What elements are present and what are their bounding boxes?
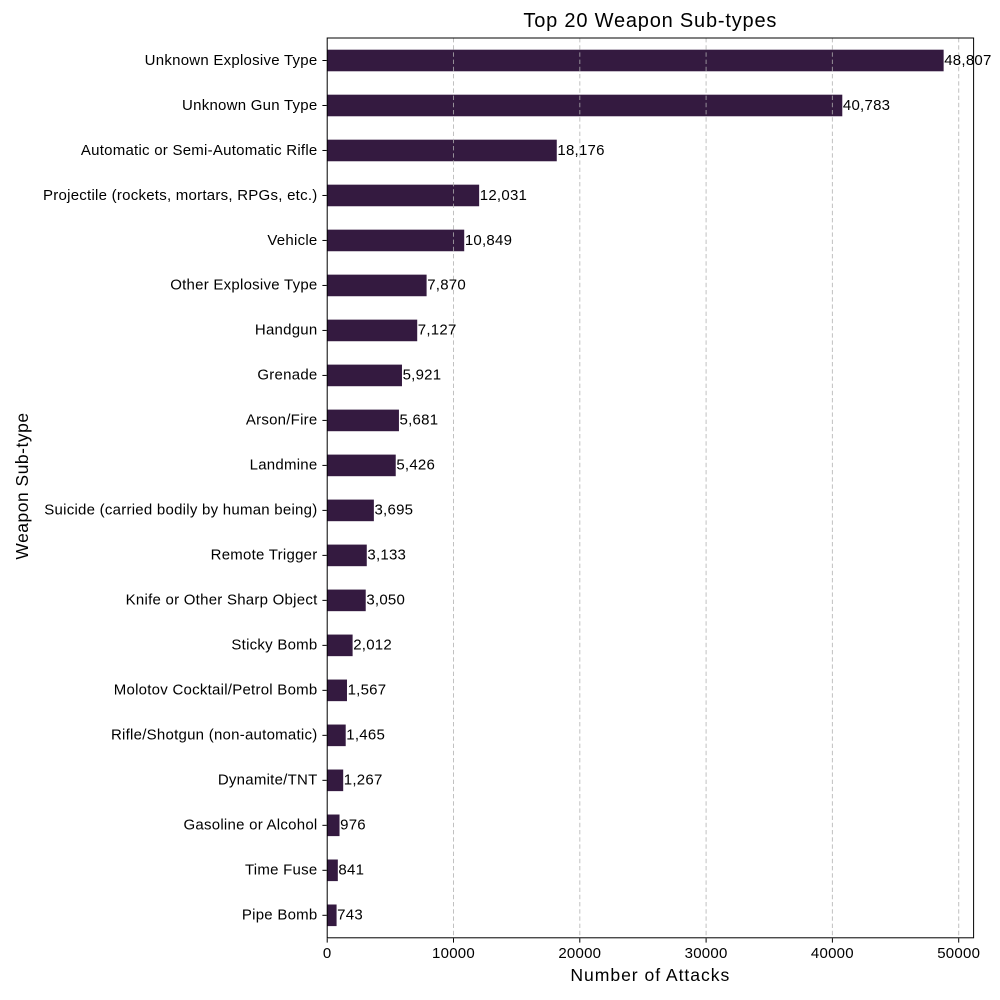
svg-text:30000: 30000 (685, 945, 728, 962)
svg-text:Time Fuse: Time Fuse (245, 862, 318, 879)
svg-text:Vehicle: Vehicle (267, 232, 317, 249)
svg-text:Unknown Gun Type: Unknown Gun Type (182, 97, 317, 114)
svg-text:Rifle/Shotgun (non-automatic): Rifle/Shotgun (non-automatic) (111, 727, 318, 744)
svg-text:40000: 40000 (811, 945, 854, 962)
svg-text:Projectile (rockets, mortars,: Projectile (rockets, mortars, RPGs, etc.… (43, 187, 317, 204)
svg-text:0: 0 (323, 945, 332, 962)
svg-text:Automatic or Semi-Automatic Ri: Automatic or Semi-Automatic Rifle (81, 142, 318, 159)
svg-text:Unknown Explosive Type: Unknown Explosive Type (145, 52, 318, 69)
svg-text:12,031: 12,031 (480, 187, 527, 204)
svg-text:5,426: 5,426 (396, 457, 435, 474)
svg-text:Landmine: Landmine (250, 457, 318, 474)
svg-text:1,465: 1,465 (346, 727, 385, 744)
svg-text:Handgun: Handgun (255, 322, 318, 339)
svg-text:20000: 20000 (558, 945, 601, 962)
svg-text:3,695: 3,695 (374, 502, 413, 519)
svg-text:Molotov Cocktail/Petrol Bomb: Molotov Cocktail/Petrol Bomb (114, 682, 318, 699)
svg-text:3,133: 3,133 (367, 547, 406, 564)
svg-text:Top 20 Weapon Sub-types: Top 20 Weapon Sub-types (523, 10, 777, 32)
svg-text:976: 976 (340, 817, 366, 834)
svg-text:1,267: 1,267 (344, 772, 383, 789)
svg-text:18,176: 18,176 (557, 142, 604, 159)
svg-text:Knife or Other Sharp Object: Knife or Other Sharp Object (126, 592, 318, 609)
svg-text:10,849: 10,849 (465, 232, 512, 249)
svg-text:48,807: 48,807 (944, 52, 991, 69)
svg-text:743: 743 (337, 907, 363, 924)
svg-text:Weapon Sub-type: Weapon Sub-type (12, 412, 32, 559)
svg-text:5,921: 5,921 (403, 367, 442, 384)
svg-text:2,012: 2,012 (353, 637, 392, 654)
svg-text:Suicide (carried bodily by hum: Suicide (carried bodily by human being) (44, 502, 317, 519)
svg-text:Grenade: Grenade (257, 367, 317, 384)
svg-text:40,783: 40,783 (843, 97, 890, 114)
svg-text:Remote Trigger: Remote Trigger (211, 547, 318, 564)
svg-text:Number of Attacks: Number of Attacks (570, 965, 730, 985)
svg-text:Other Explosive Type: Other Explosive Type (170, 277, 317, 294)
svg-text:Pipe Bomb: Pipe Bomb (242, 907, 318, 924)
svg-text:3,050: 3,050 (366, 592, 405, 609)
svg-text:Dynamite/TNT: Dynamite/TNT (218, 772, 318, 789)
svg-text:50000: 50000 (937, 945, 980, 962)
svg-text:1,567: 1,567 (348, 682, 387, 699)
svg-text:10000: 10000 (432, 945, 475, 962)
svg-text:Gasoline or Alcohol: Gasoline or Alcohol (184, 817, 318, 834)
svg-text:7,127: 7,127 (418, 322, 457, 339)
svg-text:Sticky Bomb: Sticky Bomb (231, 637, 317, 654)
svg-text:7,870: 7,870 (427, 277, 466, 294)
svg-text:841: 841 (338, 862, 364, 879)
svg-text:Arson/Fire: Arson/Fire (246, 412, 318, 429)
svg-text:5,681: 5,681 (400, 412, 439, 429)
